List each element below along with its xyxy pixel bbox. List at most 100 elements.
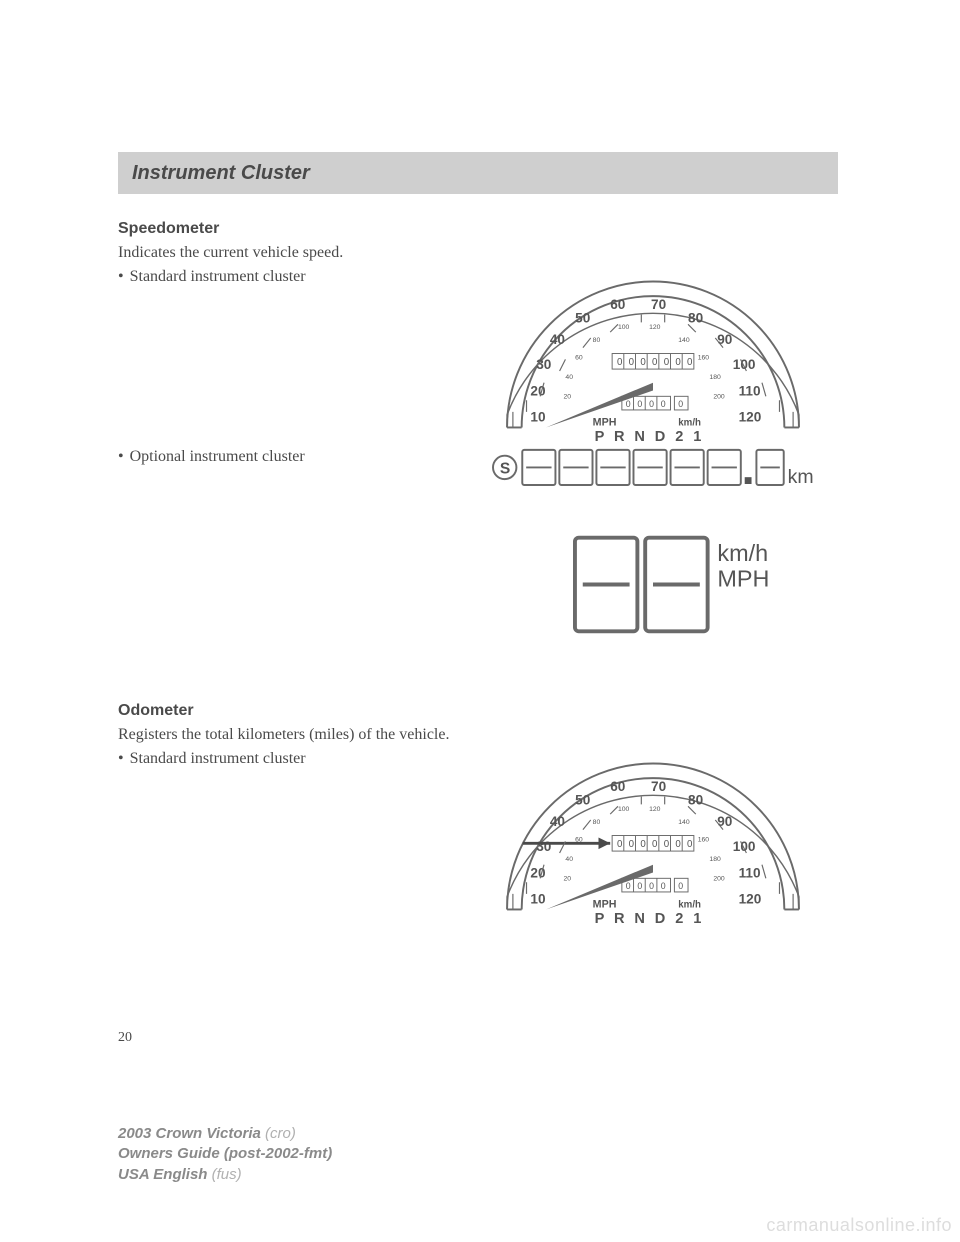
bullet-text: Standard instrument cluster (130, 750, 306, 768)
svg-text:140: 140 (678, 819, 690, 826)
svg-text:140: 140 (678, 337, 690, 344)
svg-text:0: 0 (661, 399, 666, 409)
svg-text:120: 120 (649, 324, 661, 331)
svg-text:180: 180 (709, 374, 721, 381)
odometer-standard-row: • Standard instrument cluster (118, 746, 838, 926)
svg-text:70: 70 (651, 779, 667, 794)
svg-text:60: 60 (610, 297, 626, 312)
svg-text:20: 20 (563, 393, 571, 400)
svg-text:160: 160 (698, 354, 710, 361)
bullet-text: Standard instrument cluster (130, 268, 306, 286)
footer-code-1: (cro) (265, 1125, 296, 1142)
svg-text:80: 80 (593, 337, 601, 344)
svg-text:km/h: km/h (678, 900, 701, 911)
analog-gauge-figure-2: 10 20 30 40 50 60 70 80 90 100 110 120 (468, 746, 838, 926)
svg-text:100: 100 (618, 806, 630, 813)
svg-text:70: 70 (651, 297, 667, 312)
analog-gauge-figure-1: 10 20 30 40 50 60 70 80 90 100 110 120 (468, 264, 838, 444)
svg-text:160: 160 (698, 836, 710, 843)
speedometer-heading: Speedometer (118, 220, 838, 238)
svg-text:40: 40 (550, 814, 566, 829)
svg-text:40: 40 (565, 856, 573, 863)
svg-text:110: 110 (739, 865, 761, 880)
content-area: Speedometer Indicates the current vehicl… (118, 210, 838, 926)
speedometer-optional-row: • Optional instrument cluster S (118, 444, 838, 644)
speedometer-standard-row: • Standard instrument cluster (118, 264, 838, 444)
odometer-gauge-icon: 10 20 30 40 50 60 70 80 90 100 110 120 (483, 746, 823, 926)
section-header-bar: Instrument Cluster (118, 152, 838, 194)
odometer-heading: Odometer (118, 702, 838, 720)
svg-text:100: 100 (733, 839, 756, 854)
svg-text:0: 0 (617, 839, 623, 850)
svg-text:100: 100 (733, 357, 756, 372)
svg-text:50: 50 (575, 310, 591, 325)
svg-text:40: 40 (565, 374, 573, 381)
svg-text:0: 0 (629, 357, 635, 368)
svg-text:180: 180 (709, 856, 721, 863)
footer-guide: Owners Guide (post-2002-fmt) (118, 1145, 332, 1162)
svg-text:120: 120 (649, 806, 661, 813)
footer-lang: USA English (118, 1166, 212, 1183)
speedometer-gauge-icon: 10 20 30 40 50 60 70 80 90 100 110 120 (483, 264, 823, 444)
svg-text:0: 0 (637, 399, 642, 409)
svg-text:0: 0 (664, 357, 670, 368)
bullet-standard-cluster-2: • Standard instrument cluster (118, 750, 378, 768)
svg-text:20: 20 (563, 875, 571, 882)
bullet-icon: • (118, 750, 124, 768)
svg-text:90: 90 (717, 814, 733, 829)
kmh-label: km/h (678, 418, 701, 429)
digital-display-icon: S (483, 444, 823, 644)
svg-text:0: 0 (664, 839, 670, 850)
svg-text:0: 0 (637, 881, 642, 891)
footer-model: 2003 Crown Victoria (118, 1125, 265, 1142)
svg-text:60: 60 (575, 354, 583, 361)
footer-line-1: 2003 Crown Victoria (cro) (118, 1124, 332, 1144)
bullet-text: Optional instrument cluster (130, 448, 305, 466)
odometer-desc: Registers the total kilometers (miles) o… (118, 726, 838, 744)
svg-text:0: 0 (629, 839, 635, 850)
speedometer-desc: Indicates the current vehicle speed. (118, 244, 838, 262)
svg-text:100: 100 (618, 324, 630, 331)
section-header-title: Instrument Cluster (132, 162, 310, 185)
unit-kmh: km/h (717, 540, 768, 566)
svg-text:30: 30 (536, 357, 552, 372)
digital-cluster-figure: S (468, 444, 838, 644)
svg-text:200: 200 (713, 393, 725, 400)
bullet-icon: • (118, 268, 124, 286)
svg-text:10: 10 (530, 892, 546, 907)
svg-text:0: 0 (652, 357, 658, 368)
page: Instrument Cluster Speedometer Indicates… (0, 0, 960, 1242)
svg-text:0: 0 (687, 839, 693, 850)
svg-text:0: 0 (652, 839, 658, 850)
svg-text:120: 120 (739, 892, 762, 907)
unit-mph: MPH (717, 565, 769, 591)
page-number: 20 (118, 1030, 132, 1046)
odo-unit: km (788, 466, 814, 488)
svg-text:60: 60 (610, 779, 626, 794)
mph-label: MPH (593, 417, 617, 429)
watermark-text: carmanualsonline.info (766, 1215, 952, 1236)
svg-text:90: 90 (717, 332, 733, 347)
svg-text:0: 0 (661, 881, 666, 891)
svg-text:80: 80 (688, 792, 704, 807)
svg-text:0: 0 (649, 399, 654, 409)
svg-text:0: 0 (649, 881, 654, 891)
footer-code-2: (fus) (212, 1166, 242, 1183)
svg-text:0: 0 (626, 399, 631, 409)
svg-text:0: 0 (687, 357, 693, 368)
svg-text:50: 50 (575, 792, 591, 807)
svg-text:40: 40 (550, 332, 566, 347)
svg-text:MPH: MPH (593, 899, 617, 911)
svg-text:110: 110 (739, 383, 761, 398)
svg-text:0: 0 (640, 839, 646, 850)
svg-text:30: 30 (536, 839, 552, 854)
svg-text:0: 0 (626, 881, 631, 891)
gear-label: P R N D 2 1 (595, 429, 705, 444)
svg-text:80: 80 (593, 819, 601, 826)
svg-text:10: 10 (530, 410, 546, 425)
svg-text:P R N D 2 1: P R N D 2 1 (595, 911, 705, 926)
footer-line-2: Owners Guide (post-2002-fmt) (118, 1144, 332, 1164)
svg-text:80: 80 (688, 310, 704, 325)
bullet-icon: • (118, 448, 124, 466)
bullet-standard-cluster: • Standard instrument cluster (118, 268, 378, 286)
